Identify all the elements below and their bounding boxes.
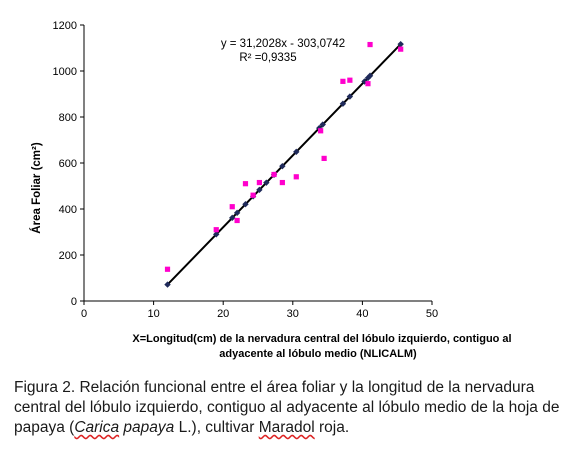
observed-point bbox=[250, 192, 256, 198]
fitted-point bbox=[233, 209, 241, 217]
x-axis-label-line2: adyacente al lóbulo medio (NLICALM) bbox=[219, 348, 417, 360]
fitted-point bbox=[319, 121, 326, 128]
figure-caption: Figura 2. Relación funcional entre el ár… bbox=[14, 378, 570, 438]
caption-text-2: L.), cultivar bbox=[174, 419, 259, 436]
observed-point bbox=[318, 128, 324, 134]
observed-point bbox=[256, 179, 262, 186]
observed-point bbox=[365, 81, 371, 87]
fitted-point bbox=[242, 201, 249, 208]
caption-text-3: roja. bbox=[314, 419, 350, 436]
observed-point bbox=[279, 179, 285, 186]
y-tick-label: 1200 bbox=[53, 20, 77, 32]
caption-text: Figura 2. Relación funcional entre el ár… bbox=[14, 379, 560, 436]
observed-point bbox=[340, 78, 346, 84]
x-tick-label: 30 bbox=[287, 308, 299, 320]
observed-point bbox=[367, 41, 373, 48]
fitted-points bbox=[164, 40, 404, 288]
fitted-point bbox=[366, 72, 374, 79]
x-tick-label: 20 bbox=[217, 308, 229, 320]
y-tick-label: 400 bbox=[59, 204, 77, 216]
observed-point bbox=[213, 227, 219, 233]
y-tick-label: 1000 bbox=[53, 66, 77, 78]
x-axis-label-line1: X=Longitud(cm) de la nervadura central d… bbox=[132, 333, 511, 345]
scatter-chart: 0 10 20 30 40 50 0 200 400 600 800 1000 1200 y = 31,… bbox=[30, 20, 512, 360]
y-tick-label: 200 bbox=[59, 250, 77, 262]
y-tick-label: 0 bbox=[71, 296, 77, 308]
x-tick-label: 10 bbox=[147, 308, 159, 320]
x-tick-label: 0 bbox=[81, 308, 87, 320]
observed-point bbox=[271, 171, 277, 178]
caption-genus: Carica bbox=[74, 419, 120, 436]
caption-species: papaya bbox=[119, 419, 175, 436]
fitted-point bbox=[279, 162, 286, 170]
r-squared-label: R² =0,9335 bbox=[239, 52, 296, 64]
observed-point bbox=[347, 77, 353, 83]
fitted-point bbox=[339, 100, 347, 107]
fitted-point bbox=[263, 179, 270, 186]
observed-point bbox=[234, 217, 240, 224]
fitted-point bbox=[346, 93, 354, 100]
observed-point bbox=[293, 174, 299, 180]
x-tick-label: 40 bbox=[356, 308, 368, 320]
caption-cultivar: Maradol bbox=[258, 419, 315, 436]
observed-point bbox=[398, 46, 404, 52]
observed-point bbox=[242, 181, 249, 187]
fitted-point bbox=[229, 214, 236, 222]
observed-point bbox=[321, 155, 327, 161]
fitted-point bbox=[364, 74, 372, 82]
y-tick-label: 600 bbox=[59, 158, 77, 170]
fitted-point bbox=[397, 40, 404, 48]
x-tick-label: 50 bbox=[426, 308, 438, 320]
fitted-point bbox=[256, 186, 263, 194]
observed-point bbox=[164, 266, 171, 272]
regression-equation: y = 31,2028x - 303,0742 bbox=[221, 38, 345, 50]
observed-point bbox=[229, 204, 235, 210]
observed-points bbox=[164, 41, 404, 272]
fitted-point bbox=[293, 148, 300, 156]
fitted-point bbox=[164, 281, 171, 288]
axis-ticks: 0 10 20 30 40 50 0 200 400 600 800 1000 1200 bbox=[53, 20, 439, 320]
y-tick-label: 800 bbox=[59, 112, 77, 124]
y-axis-label: Área Foliar (cm²) bbox=[30, 142, 43, 234]
regression-line-group bbox=[166, 43, 402, 286]
fitted-point bbox=[213, 231, 220, 238]
regression-line bbox=[166, 43, 402, 286]
